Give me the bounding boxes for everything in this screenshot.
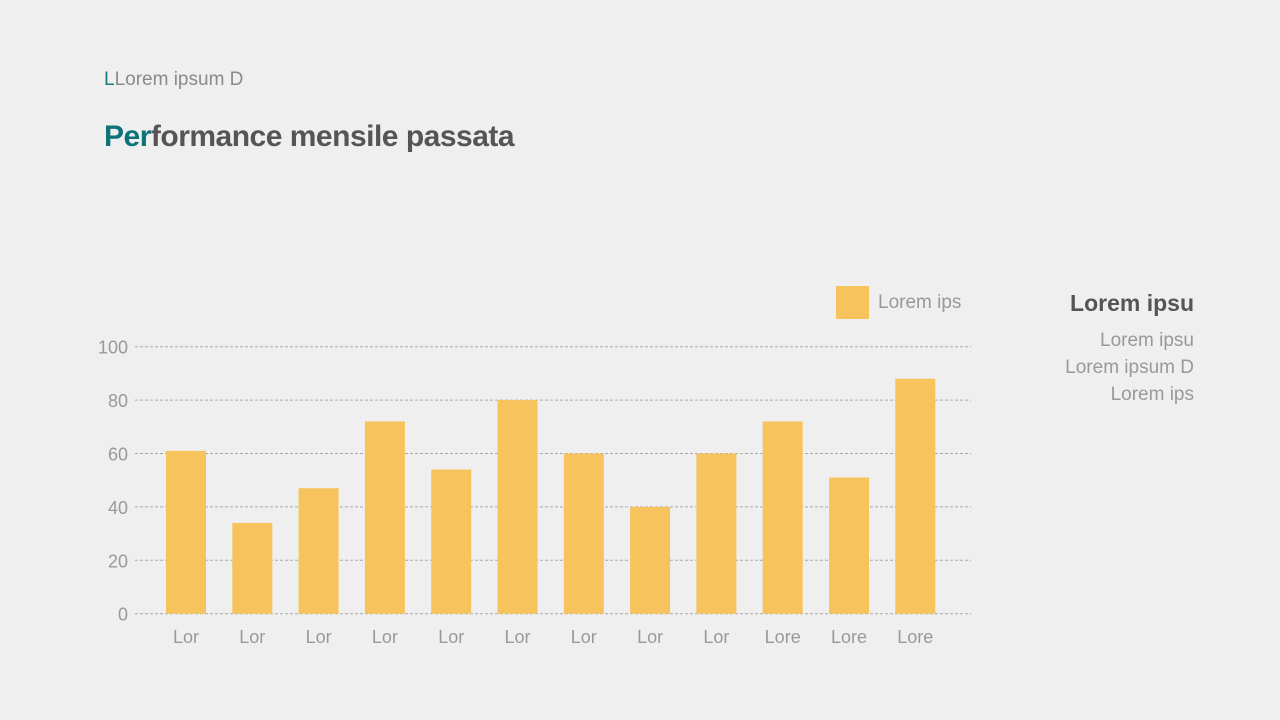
page-title: Performance mensile passata: [104, 120, 515, 154]
side-line: Lorem ipsum D: [1065, 357, 1194, 378]
side-line: Lorem ipsu: [1100, 330, 1194, 351]
legend: Lorem ips: [836, 286, 961, 319]
side-line: Lorem ips: [1110, 384, 1194, 405]
bar: [895, 378, 936, 614]
bar: [232, 522, 273, 614]
legend-label: Lorem ips: [878, 291, 962, 313]
x-tick-label: Lor: [239, 627, 265, 647]
bar: [762, 421, 803, 614]
x-tick-label: Lore: [765, 627, 801, 647]
side-panel: Lorem ipsu Lorem ipsu Lorem ipsum D Lore…: [1065, 290, 1194, 408]
x-tick-label: Lor: [306, 627, 332, 647]
title-accent: Per: [104, 120, 151, 153]
subtitle-accent: L: [104, 69, 115, 90]
x-tick-label: Lore: [831, 627, 867, 647]
side-heading: Lorem ipsu: [1070, 290, 1194, 316]
bar: [563, 453, 604, 614]
bar: [497, 400, 538, 614]
y-tick-label: 20: [108, 551, 128, 571]
x-tick-label: Lore: [897, 627, 933, 647]
x-tick-label: Lor: [571, 627, 597, 647]
subtitle: LLorem ipsum D: [104, 69, 243, 91]
bar: [696, 453, 737, 614]
x-tick-label: Lor: [438, 627, 464, 647]
bar: [298, 488, 339, 614]
y-tick-label: 80: [108, 391, 128, 411]
x-tick-label: Lor: [372, 627, 398, 647]
y-tick-label: 40: [108, 498, 128, 518]
bar: [829, 477, 869, 614]
y-tick-label: 0: [118, 605, 128, 625]
x-tick-label: Lor: [637, 627, 663, 647]
x-tick-label: Lor: [504, 627, 530, 647]
title-text: formance mensile passata: [150, 120, 515, 153]
x-tick-label: Lor: [703, 627, 729, 647]
bar: [431, 469, 472, 614]
y-tick-label: 100: [98, 338, 128, 358]
bar: [630, 506, 671, 614]
x-tick-label: Lor: [173, 627, 199, 647]
y-tick-label: 60: [108, 445, 128, 465]
subtitle-text: Lorem ipsum D: [114, 69, 244, 90]
legend-swatch: [836, 286, 869, 319]
bar: [166, 450, 206, 614]
bar: [364, 421, 405, 614]
